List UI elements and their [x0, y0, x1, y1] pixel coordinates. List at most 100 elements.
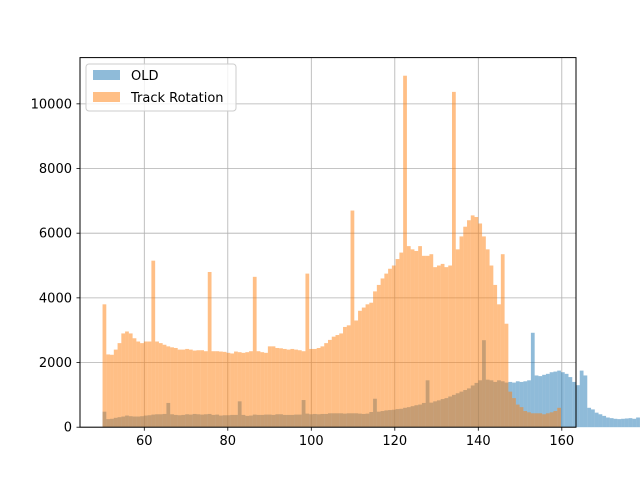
histogram-bar	[486, 249, 490, 427]
histogram-bar	[159, 343, 163, 427]
histogram-bar	[362, 308, 366, 428]
histogram-bar	[422, 256, 426, 427]
histogram-bar	[204, 351, 208, 427]
y-tick-label: 2000	[39, 356, 72, 371]
histogram-bar	[227, 353, 231, 427]
histogram-bar	[196, 350, 200, 427]
histogram-bar	[610, 418, 614, 427]
histogram-bar	[294, 350, 298, 428]
histogram-bar	[546, 413, 550, 427]
histogram-bar	[550, 412, 554, 427]
histogram-bar	[553, 411, 557, 427]
histogram-bar	[527, 412, 531, 427]
histogram-bar	[614, 419, 618, 427]
histogram-bar	[384, 274, 388, 428]
histogram-bar	[185, 349, 189, 427]
histogram-bar	[606, 417, 610, 427]
histogram-bar	[399, 253, 403, 428]
histogram-bar	[223, 352, 227, 427]
x-tick-label: 140	[466, 434, 491, 449]
histogram-bar	[520, 407, 524, 427]
histogram-bar	[392, 266, 396, 428]
histogram-bar	[636, 417, 640, 427]
histogram-bar	[493, 285, 497, 427]
histogram-bar	[456, 249, 460, 427]
x-tick-label: 80	[220, 434, 237, 449]
histogram-bar	[490, 266, 494, 428]
histogram-bar	[140, 343, 144, 427]
histogram-bar	[234, 352, 238, 428]
histogram-bar	[245, 352, 249, 427]
histogram-bar	[275, 348, 279, 427]
histogram-bar	[290, 349, 294, 427]
histogram-bar	[482, 236, 486, 427]
histogram-bar	[377, 285, 381, 427]
histogram-bar	[629, 418, 633, 427]
histogram-bar	[230, 353, 234, 427]
histogram-bar	[125, 331, 129, 427]
histogram-bar	[268, 346, 272, 427]
histogram-bar	[396, 259, 400, 427]
histogram-bar	[475, 217, 479, 427]
histogram-bar	[452, 92, 456, 427]
legend: OLD Track Rotation	[86, 64, 236, 111]
histogram-bar	[471, 215, 475, 427]
histogram-bar	[136, 342, 140, 428]
histogram-bar	[242, 353, 246, 427]
y-tick-label: 10000	[31, 97, 72, 112]
histogram-bar	[178, 350, 182, 428]
histogram-bar	[381, 278, 385, 427]
histogram-bar	[181, 350, 185, 428]
histogram-bar	[508, 392, 512, 428]
histogram-bar	[328, 340, 332, 427]
histogram-bar	[501, 254, 505, 427]
histogram-bar	[208, 272, 212, 427]
histogram-bar	[332, 337, 336, 428]
histogram-bar	[538, 413, 542, 427]
y-tick-label: 8000	[39, 162, 72, 177]
histogram-bar	[433, 267, 437, 427]
histogram-bar	[366, 304, 370, 427]
histogram-bar	[260, 352, 264, 427]
histogram-bar	[441, 264, 445, 427]
histogram-bar	[339, 333, 343, 427]
legend-swatch-old	[93, 70, 120, 80]
histogram-bar	[253, 277, 257, 427]
histogram-bar	[535, 413, 539, 427]
histogram-bar	[151, 261, 155, 428]
histogram-bar	[287, 350, 291, 428]
legend-swatch-track-rotation	[93, 92, 120, 102]
histogram-bar	[144, 342, 148, 428]
histogram-bar	[444, 267, 448, 427]
y-tick-label: 4000	[39, 291, 72, 306]
histogram-bar	[298, 350, 302, 427]
histogram-bar	[463, 227, 467, 427]
histogram-bar	[467, 220, 471, 427]
histogram-bar	[215, 351, 219, 427]
histogram-bar	[599, 414, 603, 427]
histogram-bar	[347, 325, 351, 427]
histogram-bar	[572, 382, 576, 427]
histogram-bar	[426, 256, 430, 427]
histogram-bar	[238, 352, 242, 427]
histogram-bar	[155, 342, 159, 428]
histogram-bar	[114, 350, 118, 428]
histogram-bar	[621, 419, 625, 427]
histogram-bar	[632, 419, 636, 427]
histogram-bar	[121, 333, 125, 427]
histogram-bar	[219, 352, 223, 428]
histogram-bar	[576, 385, 580, 427]
histogram-bar	[407, 246, 411, 427]
histogram-bar	[358, 311, 362, 427]
histogram-bar	[163, 345, 167, 427]
histogram-bar	[478, 223, 482, 427]
histogram-bar	[302, 351, 306, 427]
histogram-bar	[373, 291, 377, 427]
y-tick-label: 0	[64, 421, 72, 436]
histogram-bar	[388, 269, 392, 427]
histogram-bar	[617, 419, 621, 427]
x-tick-label: 160	[549, 434, 574, 449]
histogram-bar	[542, 414, 546, 427]
